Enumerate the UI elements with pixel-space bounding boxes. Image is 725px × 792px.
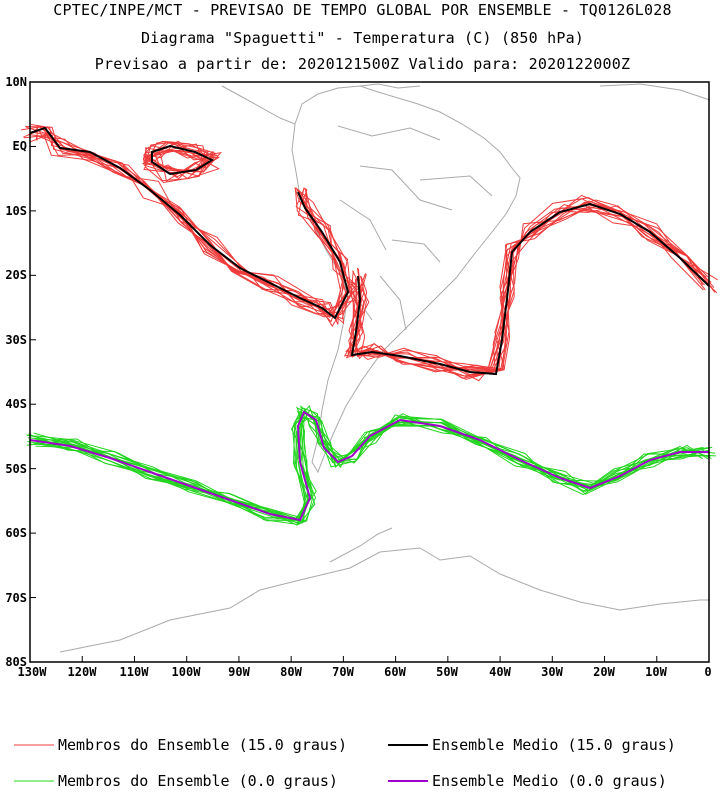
legend-mean-0: Ensemble Medio (0.0 graus) bbox=[432, 772, 667, 790]
title-line-3: Previsao a partir de: 2020121500Z Valido… bbox=[94, 55, 631, 73]
legend-mean-15: Ensemble Medio (15.0 graus) bbox=[432, 736, 676, 754]
lat-label: 40S bbox=[5, 397, 27, 411]
plot-frame bbox=[29, 81, 710, 663]
member-0-line bbox=[28, 409, 717, 520]
lon-label: 70W bbox=[332, 665, 354, 679]
lon-label: 60W bbox=[384, 665, 406, 679]
title-line-1: CPTEC/INPE/MCT - PREVISAO DE TEMPO GLOBA… bbox=[53, 1, 672, 19]
borders bbox=[337, 125, 493, 331]
lon-label: 80W bbox=[280, 665, 302, 679]
member-0-line bbox=[36, 415, 709, 520]
lon-label: 100W bbox=[171, 665, 201, 679]
member-15-line bbox=[23, 126, 349, 320]
mean-15-line bbox=[29, 126, 350, 320]
member-15-line bbox=[350, 207, 716, 371]
lat-label: 70S bbox=[5, 591, 27, 605]
lon-label: 30W bbox=[541, 665, 563, 679]
member-15-line bbox=[355, 200, 715, 370]
member-15-line bbox=[347, 197, 718, 371]
lon-label: 120W bbox=[67, 665, 97, 679]
lon-label: 40W bbox=[489, 665, 511, 679]
south-america-coast bbox=[291, 85, 521, 474]
lon-label: 130W bbox=[17, 665, 47, 679]
lat-label: 20S bbox=[5, 268, 27, 282]
mean-0-line bbox=[29, 410, 709, 522]
member-15-line bbox=[145, 141, 220, 175]
lon-label: 50W bbox=[436, 665, 458, 679]
member-15-line bbox=[345, 198, 703, 372]
member-0-line bbox=[28, 405, 703, 522]
lat-label: 30S bbox=[5, 333, 27, 347]
axis-ticks bbox=[29, 81, 710, 663]
member-15-line bbox=[25, 126, 358, 314]
central-america-coast bbox=[221, 85, 296, 125]
africa-coast bbox=[599, 83, 711, 101]
member-0-line bbox=[26, 405, 706, 526]
lon-label: 90W bbox=[228, 665, 250, 679]
mean-15-line-b bbox=[350, 202, 710, 376]
lat-label: 50S bbox=[5, 462, 27, 476]
members-15-lines bbox=[21, 124, 718, 382]
member-15-line bbox=[145, 149, 215, 173]
member-15-line bbox=[146, 141, 210, 171]
antarctic-peninsula bbox=[329, 527, 393, 563]
lon-label: 10W bbox=[645, 665, 667, 679]
lat-label: 10S bbox=[5, 204, 27, 218]
lon-label: 110W bbox=[119, 665, 149, 679]
lat-label: 80S bbox=[5, 655, 27, 669]
coastlines bbox=[59, 83, 711, 653]
member-15-line bbox=[28, 134, 351, 318]
legend-members-15: Membros do Ensemble (15.0 graus) bbox=[58, 736, 347, 754]
member-15-line bbox=[343, 207, 712, 380]
caribbean-islands bbox=[359, 83, 421, 89]
lon-label: 20W bbox=[593, 665, 615, 679]
mean-15-line-c bbox=[151, 144, 215, 176]
lon-label: 0 bbox=[704, 665, 712, 679]
antarctica-coast bbox=[59, 547, 710, 653]
member-0-line bbox=[36, 406, 709, 519]
lat-label: 60S bbox=[5, 526, 27, 540]
member-15-line bbox=[348, 199, 713, 373]
legend-members-0: Membros do Ensemble (0.0 graus) bbox=[58, 772, 338, 790]
title-line-2: Diagrama "Spaguetti" - Temperatura (C) (… bbox=[140, 29, 585, 47]
lat-label: EQ bbox=[12, 139, 27, 153]
member-15-line bbox=[348, 208, 718, 370]
lat-label: 10N bbox=[5, 75, 27, 89]
